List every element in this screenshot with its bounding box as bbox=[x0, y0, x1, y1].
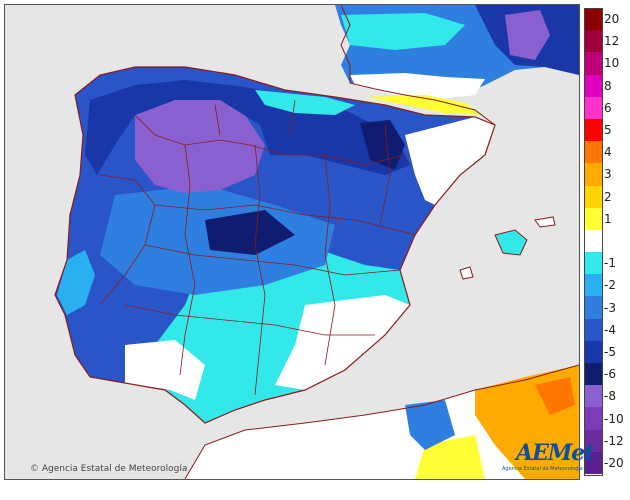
legend-label: -3 bbox=[604, 300, 616, 315]
portugal-coast bbox=[57, 250, 95, 315]
france-white-band bbox=[350, 73, 485, 100]
legend-label: 3 bbox=[604, 167, 612, 182]
mallorca-island bbox=[494, 229, 528, 256]
aemet-logo: AEMet Agencia Estatal de Meteorología bbox=[492, 438, 594, 476]
legend-frame bbox=[584, 8, 603, 476]
logo-subtitle: Agencia Estatal de Meteorología bbox=[502, 466, 583, 472]
legend-label: -6 bbox=[604, 367, 616, 382]
legend-label: -1 bbox=[604, 256, 616, 271]
iberia-center-dark bbox=[205, 210, 295, 255]
menorca-island bbox=[534, 216, 556, 228]
legend-label: 10 bbox=[604, 56, 620, 71]
copyright-text: © Agencia Estatal de Meteorología bbox=[30, 464, 188, 474]
color-legend: 20 12 10 8 6 5 4 3 2 1 -1 -2 -3 -4 -5 -6 -8 -10 -12 -20 bbox=[584, 8, 630, 476]
legend-label: 12 bbox=[604, 34, 620, 49]
legend-label: 8 bbox=[604, 78, 612, 93]
legend-label: -2 bbox=[604, 278, 616, 293]
north-africa-red bbox=[535, 377, 575, 415]
france-purple-region bbox=[505, 10, 550, 60]
ibiza-island bbox=[459, 266, 474, 280]
legend-label: 5 bbox=[604, 123, 612, 138]
legend-label: -5 bbox=[604, 344, 616, 359]
iberia-southeast-white bbox=[275, 295, 410, 390]
province-borders bbox=[99, 99, 416, 396]
north-coast-cyan bbox=[255, 90, 355, 115]
castilla-purple-region bbox=[135, 100, 265, 193]
legend-label: -12 bbox=[604, 433, 624, 448]
africa-coastline bbox=[184, 364, 579, 479]
legend-label: 6 bbox=[604, 100, 612, 115]
iberia-andalusia-white bbox=[125, 340, 205, 400]
france-yellow-band bbox=[365, 95, 483, 115]
legend-label: -4 bbox=[604, 322, 616, 337]
legend-label: 1 bbox=[604, 211, 612, 226]
iberia-east-white bbox=[405, 117, 495, 205]
legend-label: 2 bbox=[604, 189, 612, 204]
legend-label: -8 bbox=[604, 389, 616, 404]
coastline bbox=[54, 66, 496, 424]
north-africa-blue bbox=[405, 400, 455, 450]
legend-label: 20 bbox=[604, 12, 620, 27]
legend-label: -20 bbox=[604, 455, 624, 470]
temperature-anomaly-map bbox=[4, 4, 580, 480]
legend-label: -10 bbox=[604, 411, 624, 426]
legend-label: 4 bbox=[604, 145, 612, 160]
france-light-region bbox=[341, 13, 465, 50]
map-canvas bbox=[5, 5, 579, 479]
france-coastline bbox=[340, 5, 496, 126]
logo-name: AEMet bbox=[516, 440, 594, 466]
